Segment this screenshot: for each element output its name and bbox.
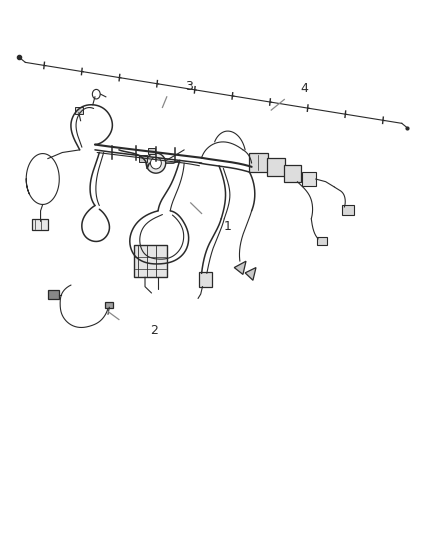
- Bar: [48, 290, 59, 300]
- Circle shape: [92, 90, 100, 99]
- FancyBboxPatch shape: [284, 165, 301, 182]
- Bar: [32, 219, 48, 230]
- FancyBboxPatch shape: [249, 153, 268, 172]
- Text: 4: 4: [300, 83, 308, 95]
- Bar: [318, 237, 327, 245]
- Polygon shape: [234, 261, 246, 274]
- Polygon shape: [245, 268, 256, 280]
- Text: 2: 2: [150, 324, 158, 337]
- Bar: [134, 245, 167, 277]
- Bar: [148, 148, 155, 154]
- Bar: [139, 155, 147, 161]
- Bar: [74, 108, 83, 114]
- Bar: [342, 205, 354, 215]
- Bar: [302, 172, 316, 186]
- Bar: [199, 272, 212, 287]
- Text: 3: 3: [184, 80, 192, 93]
- FancyBboxPatch shape: [267, 158, 285, 176]
- Bar: [106, 302, 113, 309]
- Text: 1: 1: [224, 220, 232, 233]
- Ellipse shape: [146, 153, 166, 173]
- Ellipse shape: [150, 157, 161, 169]
